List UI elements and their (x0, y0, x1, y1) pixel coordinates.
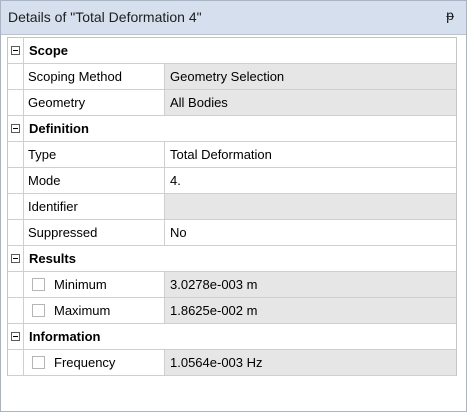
section-scope: Scope (8, 38, 456, 64)
section-label: Scope (29, 43, 69, 58)
property-row-identifier[interactable]: Identifier (8, 194, 456, 220)
property-name: Suppressed (24, 220, 165, 245)
pin-icon[interactable]: ᵽ (446, 7, 454, 23)
property-value[interactable]: No (170, 225, 187, 240)
property-name: Maximum (54, 303, 111, 318)
property-row-minimum[interactable]: Minimum 3.0278e-003 m (8, 272, 456, 298)
property-value[interactable]: 1.8625e-002 m (165, 298, 456, 323)
property-row-type[interactable]: Type Total Deformation (8, 142, 456, 168)
property-value[interactable] (165, 194, 456, 219)
parameter-checkbox[interactable] (32, 304, 45, 317)
property-name: Geometry (24, 90, 165, 115)
details-titlebar: Details of "Total Deformation 4" ᵽ (1, 1, 466, 35)
property-value[interactable]: 4. (170, 173, 181, 188)
property-value[interactable]: 1.0564e-003 Hz (165, 350, 456, 375)
section-information: Information (8, 324, 456, 350)
property-row-mode[interactable]: Mode 4. (8, 168, 456, 194)
property-row-suppressed[interactable]: Suppressed No (8, 220, 456, 246)
property-name: Identifier (24, 194, 165, 219)
property-value[interactable]: Total Deformation (170, 147, 272, 162)
property-name: Mode (24, 168, 165, 193)
parameter-checkbox[interactable] (32, 356, 45, 369)
parameter-checkbox[interactable] (32, 278, 45, 291)
section-label: Results (29, 251, 76, 266)
collapse-icon[interactable] (11, 46, 20, 55)
details-title: Details of "Total Deformation 4" (8, 9, 202, 25)
section-label: Definition (29, 121, 89, 136)
property-row-frequency[interactable]: Frequency 1.0564e-003 Hz (8, 350, 456, 376)
property-name: Scoping Method (24, 64, 165, 89)
property-row-scoping-method[interactable]: Scoping Method Geometry Selection (8, 64, 456, 90)
property-value[interactable]: Geometry Selection (165, 64, 456, 89)
section-results: Results (8, 246, 456, 272)
collapse-icon[interactable] (11, 254, 20, 263)
property-value[interactable]: All Bodies (165, 90, 456, 115)
section-definition: Definition (8, 116, 456, 142)
property-row-geometry[interactable]: Geometry All Bodies (8, 90, 456, 116)
section-label: Information (29, 329, 101, 344)
property-row-maximum[interactable]: Maximum 1.8625e-002 m (8, 298, 456, 324)
property-name: Type (24, 142, 165, 167)
property-value[interactable]: 3.0278e-003 m (165, 272, 456, 297)
collapse-icon[interactable] (11, 124, 20, 133)
property-name: Frequency (54, 355, 116, 370)
details-grid: Scope Scoping Method Geometry Selection … (7, 37, 457, 376)
collapse-icon[interactable] (11, 332, 20, 341)
property-name: Minimum (54, 277, 107, 292)
